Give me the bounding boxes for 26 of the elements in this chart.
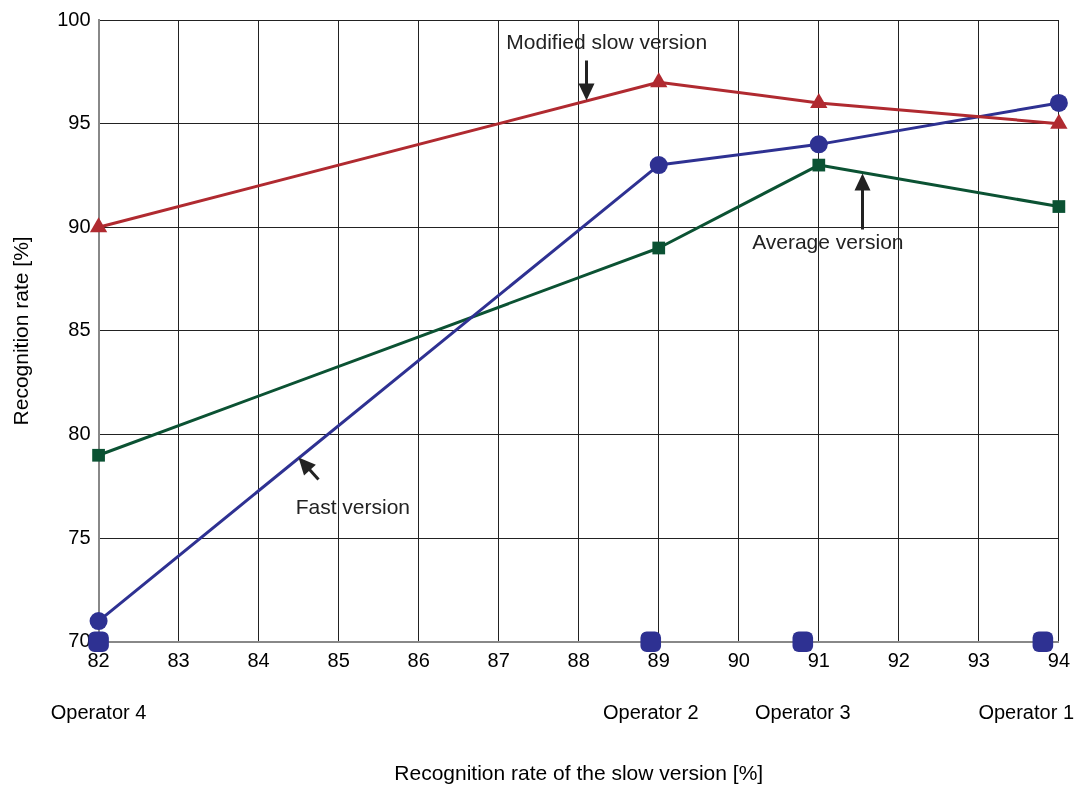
data-label: Operator 2	[602, 701, 699, 724]
y-tick-label: 90	[68, 214, 91, 237]
x-tick-label: 82	[87, 649, 110, 672]
data-label: Operator 3	[754, 701, 851, 724]
x-tick-label: 93	[967, 649, 990, 672]
x-axis-title: Recognition rate of the slow version [%]	[394, 761, 764, 785]
data-label: Operator 4	[50, 701, 147, 724]
data-label: Operator 1	[978, 701, 1074, 724]
x-tick-label: 84	[247, 649, 270, 672]
y-axis-title: Recognition rate [%]	[9, 236, 33, 426]
y-tick-label: 80	[68, 422, 91, 445]
y-tick-label: 75	[68, 525, 91, 548]
x-tick-label: 94	[1047, 649, 1070, 672]
x-tick-label: 86	[407, 649, 430, 672]
x-tick-label: 87	[487, 649, 510, 672]
x-tick-label: 89	[647, 649, 670, 672]
x-tick-label: 83	[167, 649, 190, 672]
x-tick-label: 92	[887, 649, 910, 672]
annotation: Fast version	[295, 495, 411, 519]
y-tick-label: 100	[57, 7, 91, 30]
y-tick-label: 95	[68, 111, 91, 134]
x-tick-label: 85	[327, 649, 350, 672]
x-tick-label: 88	[567, 649, 590, 672]
y-tick-label: 85	[68, 318, 91, 341]
x-tick-label: 90	[727, 649, 750, 672]
x-tick-label: 91	[807, 649, 830, 672]
